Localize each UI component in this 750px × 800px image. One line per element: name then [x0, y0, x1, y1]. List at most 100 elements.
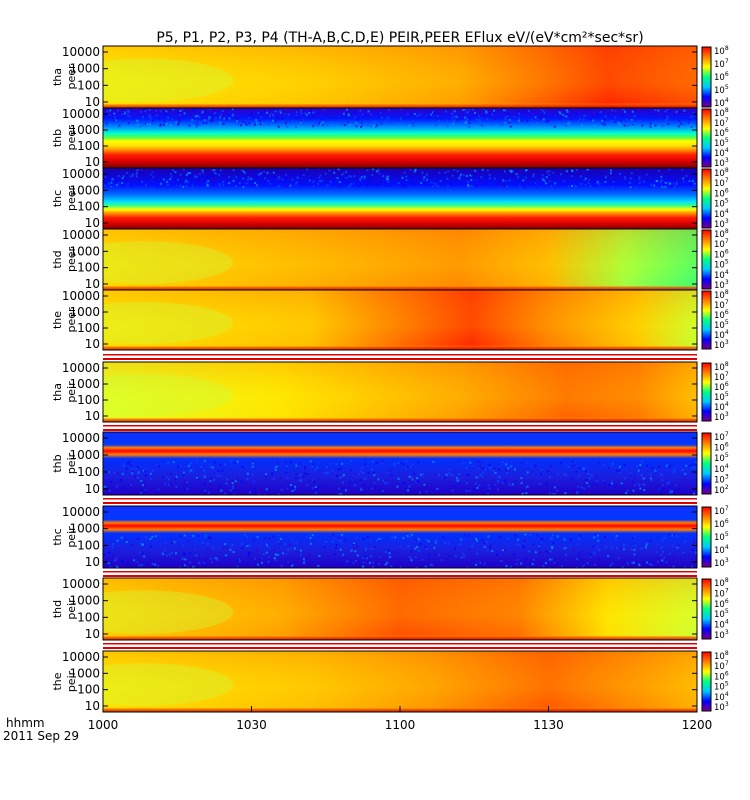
y-tick-label: 1000	[69, 62, 100, 76]
y-tick-label: 100	[77, 465, 100, 479]
y-tick-label: 1000	[69, 377, 100, 391]
y-label-probe: tha	[51, 68, 64, 86]
colorbar-tick-label: 105	[714, 198, 729, 210]
y-tick-label: 1000	[69, 522, 100, 536]
colorbar-tick-label: 105	[714, 137, 729, 149]
y-tick-label: 10	[85, 482, 100, 496]
x-tick-label: 1130	[533, 718, 564, 732]
colorbar-tick-label: 105	[714, 608, 729, 620]
y-label-probe: the	[51, 672, 64, 690]
colorbar-tick-label: 103	[714, 473, 729, 485]
separator-stripe	[103, 354, 697, 360]
colorbar-tick-label: 106	[714, 442, 729, 454]
x-tick-label: 1100	[385, 718, 416, 732]
colorbar-tick-label: 108	[714, 107, 729, 119]
y-label-species: peir	[65, 598, 78, 620]
x-axis-label-hhmm: hhmm	[6, 716, 45, 730]
y-tick-label: 100	[77, 139, 100, 153]
y-tick-label: 100	[77, 538, 100, 552]
y-label-species: peer	[65, 247, 78, 273]
colorbar-tick-label: 103	[714, 629, 729, 641]
colorbar-tick-label: 103	[714, 218, 729, 230]
colorbar-tick-label: 104	[714, 329, 729, 341]
x-tick-label: 1000	[88, 718, 119, 732]
y-label-species: peer	[65, 307, 78, 333]
colorbar-tick-label: 105	[714, 84, 729, 96]
colorbar-tick-label: 104	[714, 97, 729, 109]
y-tick-label: 100	[77, 78, 100, 92]
y-tick-label: 10	[85, 699, 100, 713]
y-tick-label: 10000	[62, 289, 100, 303]
spectrogram-image	[103, 46, 697, 108]
spectrogram-image	[103, 432, 697, 495]
y-tick-label: 10	[85, 627, 100, 641]
colorbar-tick-label: 108	[714, 228, 729, 240]
colorbar-tick-label: 103	[714, 279, 729, 291]
colorbar-tick-label: 104	[714, 463, 729, 475]
spectrogram-image	[103, 651, 697, 712]
colorbar-tick-label: 107	[714, 505, 729, 517]
y-label-species: peir	[65, 670, 78, 692]
y-tick-label: 1000	[69, 666, 100, 680]
y-tick-label: 10	[85, 277, 100, 291]
spectrogram-image	[103, 506, 697, 568]
separator-stripe	[103, 498, 697, 504]
y-tick-label: 1000	[69, 244, 100, 258]
colorbar-tick-label: 108	[714, 577, 729, 589]
chart-title: P5, P1, P2, P3, P4 (TH-A,B,C,D,E) PEIR,P…	[156, 30, 643, 46]
colorbar-tick-label: 102	[714, 484, 729, 496]
colorbar-tick-label: 104	[714, 147, 729, 159]
colorbar-tick-label: 108	[714, 167, 729, 179]
colorbar-tick-label: 108	[714, 650, 729, 662]
colorbar-tick-label: 108	[714, 361, 729, 373]
y-label-probe: thc	[51, 190, 64, 207]
colorbar-tick-label: 108	[714, 289, 729, 301]
colorbar-tick-label: 106	[714, 381, 729, 393]
y-tick-label: 10	[85, 155, 100, 169]
colorbar-tick-label: 103	[714, 157, 729, 169]
colorbar-tick-label: 105	[714, 259, 729, 271]
colorbar-tick-label: 106	[714, 248, 729, 260]
y-tick-label: 100	[77, 321, 100, 335]
y-label-species: peir	[65, 452, 78, 474]
colorbar-tick-label: 106	[714, 518, 729, 530]
spectrogram-image	[103, 578, 697, 640]
colorbar-tick-label: 106	[714, 670, 729, 682]
colorbar-tick-label: 106	[714, 309, 729, 321]
y-label-species: peir	[65, 381, 78, 403]
y-label-species: peer	[65, 186, 78, 212]
y-tick-label: 100	[77, 200, 100, 214]
y-tick-label: 100	[77, 261, 100, 275]
colorbar-tick-label: 107	[714, 299, 729, 311]
y-label-species: peer	[65, 125, 78, 151]
colorbar-tick-label: 104	[714, 691, 729, 703]
colorbar-tick-label: 107	[714, 117, 729, 129]
y-tick-label: 1000	[69, 594, 100, 608]
colorbar-tick-label: 108	[714, 45, 729, 57]
colorbar-tick-label: 106	[714, 598, 729, 610]
colorbar-tick-label: 104	[714, 401, 729, 413]
colorbar-tick-label: 107	[714, 371, 729, 383]
colorbar-tick-label: 107	[714, 177, 729, 189]
spectrogram-image	[103, 108, 697, 168]
separator-stripe	[103, 571, 697, 577]
x-tick-label: 1200	[682, 718, 713, 732]
y-tick-label: 10	[85, 216, 100, 230]
y-tick-label: 10000	[62, 45, 100, 59]
colorbar-tick-label: 103	[714, 557, 729, 569]
y-tick-label: 1000	[69, 448, 100, 462]
y-label-probe: thb	[51, 454, 64, 472]
colorbar-tick-label: 107	[714, 58, 729, 70]
x-axis-label-date: 2011 Sep 29	[3, 729, 79, 743]
